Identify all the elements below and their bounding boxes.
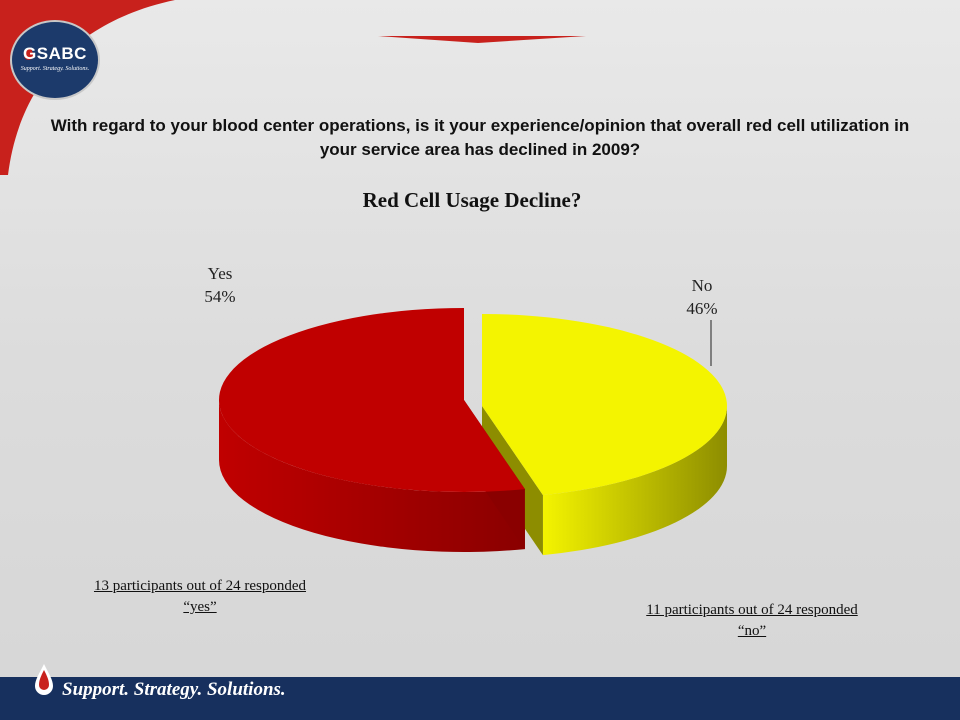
slice-label-yes: Yes 54% bbox=[188, 262, 252, 308]
chart-title: Red Cell Usage Decline? bbox=[362, 188, 582, 212]
footer-blood-drop-icon bbox=[35, 664, 53, 695]
note-no-line1: 11 participants out of 24 responded bbox=[646, 602, 858, 618]
slice-name-yes: Yes bbox=[207, 264, 233, 283]
note-no: 11 participants out of 24 responded “no” bbox=[612, 600, 892, 642]
logo-text: GSABC bbox=[23, 44, 87, 63]
pie-slice-side-no bbox=[542, 406, 727, 556]
pie-slice-yes bbox=[218, 308, 525, 492]
blood-drop-icon bbox=[24, 48, 33, 60]
logo-subtitle: Support. Strategy. Solutions. bbox=[20, 66, 90, 72]
note-yes: 13 participants out of 24 responded “yes… bbox=[60, 576, 340, 618]
note-yes-line1: 13 participants out of 24 responded bbox=[93, 578, 307, 594]
note-yes-line2: “yes” bbox=[183, 599, 217, 615]
pie-slice-no bbox=[482, 314, 727, 496]
slice-name-no: No bbox=[691, 276, 713, 295]
gsabc-logo: GSABC Support. Strategy. Solutions. bbox=[12, 22, 98, 98]
slice-percent-no: 46% bbox=[686, 299, 718, 318]
note-no-line2: “no” bbox=[737, 623, 767, 639]
footer-bar bbox=[0, 677, 960, 720]
decorative-bar bbox=[378, 36, 586, 43]
footer-tagline: Support. Strategy. Solutions. bbox=[62, 679, 286, 700]
pie-slice-side-yes bbox=[219, 400, 525, 553]
slice-label-no: No 46% bbox=[670, 274, 734, 320]
slice-percent-yes: 54% bbox=[204, 287, 236, 306]
survey-question: With regard to your blood center operati… bbox=[50, 116, 910, 159]
